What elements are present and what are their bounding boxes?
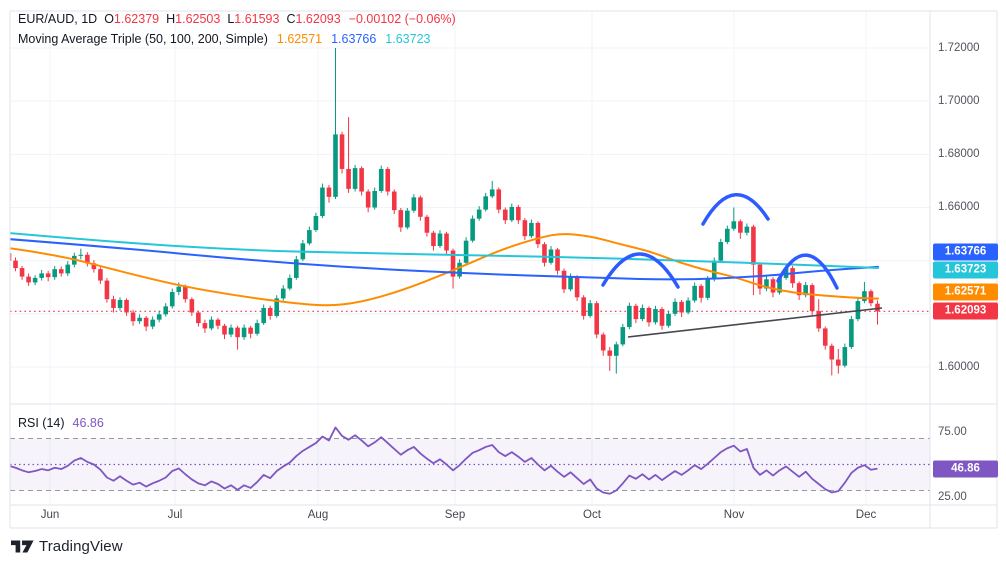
- price-tick-1.60000: 1.60000: [938, 360, 980, 373]
- ma100-price-badge: 1.63766: [933, 243, 998, 261]
- indicator-legend: Moving Average Triple (50, 100, 200, Sim…: [18, 30, 430, 49]
- chart-frame: [9, 10, 998, 529]
- symbol-title[interactable]: EUR/AUD, 1D: [18, 12, 98, 26]
- tradingview-logo[interactable]: TradingView: [11, 538, 123, 555]
- time-axis-label-sep: Sep: [444, 509, 466, 521]
- rsi-line: [10, 426, 878, 495]
- low-value: 1.61593: [234, 12, 280, 26]
- neckline-trendline[interactable]: [627, 307, 883, 338]
- close-label: C: [286, 12, 296, 26]
- rsi-tick-25.00: 25.00: [938, 491, 967, 503]
- time-axis-label-dec: Dec: [855, 509, 877, 521]
- price-tick-1.66000: 1.66000: [938, 201, 980, 214]
- rsi-value: 46.86: [72, 416, 104, 430]
- ma200-price-badge: 1.63723: [933, 261, 998, 279]
- rsi-band: [10, 438, 930, 491]
- low-label: L: [227, 12, 235, 26]
- right-shoulder-arc[interactable]: [776, 253, 839, 290]
- ma50-price-badge: 1.62571: [933, 283, 998, 301]
- left-shoulder-arc[interactable]: [601, 252, 680, 289]
- high-value: 1.62503: [175, 12, 221, 26]
- indicator-name[interactable]: Moving Average Triple (50, 100, 200, Sim…: [18, 32, 268, 46]
- tradingview-logo-icon: [11, 540, 34, 553]
- price-tick-1.70000: 1.70000: [938, 95, 980, 108]
- ma50-line: [10, 233, 879, 307]
- time-axis-label-jul: Jul: [167, 509, 183, 521]
- candlestick-series: [10, 48, 880, 376]
- rsi-tick-75.00: 75.00: [938, 426, 967, 438]
- open-value: 1.62379: [113, 12, 160, 26]
- change-value: −0.00102 (−0.06%): [348, 12, 456, 26]
- high-label: H: [166, 12, 176, 26]
- ma100-line: [10, 238, 879, 281]
- close-value: 1.62093: [295, 12, 341, 26]
- ma100-value: 1.63766: [331, 32, 377, 46]
- time-axis-label-jun: Jun: [40, 509, 60, 521]
- symbol-legend: EUR/AUD, 1D O1.62379 H1.62503 L1.61593 C1.62…: [18, 10, 456, 29]
- price-tick-1.72000: 1.72000: [938, 42, 980, 54]
- open-label: O: [104, 12, 114, 26]
- time-axis-label-oct: Oct: [583, 509, 601, 521]
- rsi-legend: RSI (14) 46.86: [18, 416, 104, 430]
- rsi-value-badge: 46.86: [933, 460, 998, 478]
- gridlines: [10, 11, 930, 505]
- ma200-value: 1.63723: [385, 32, 431, 46]
- last-price-badge: 1.62093: [933, 302, 998, 320]
- ma50-value: 1.62571: [276, 32, 323, 46]
- tradingview-logo-text: TradingView: [39, 538, 123, 555]
- time-axis-label-aug: Aug: [307, 509, 329, 521]
- price-tick-1.68000: 1.68000: [938, 148, 980, 161]
- rsi-indicator-name[interactable]: RSI (14): [18, 416, 65, 430]
- head-arc[interactable]: [701, 192, 770, 226]
- time-axis-label-nov: Nov: [723, 509, 745, 521]
- ma200-line: [10, 232, 879, 270]
